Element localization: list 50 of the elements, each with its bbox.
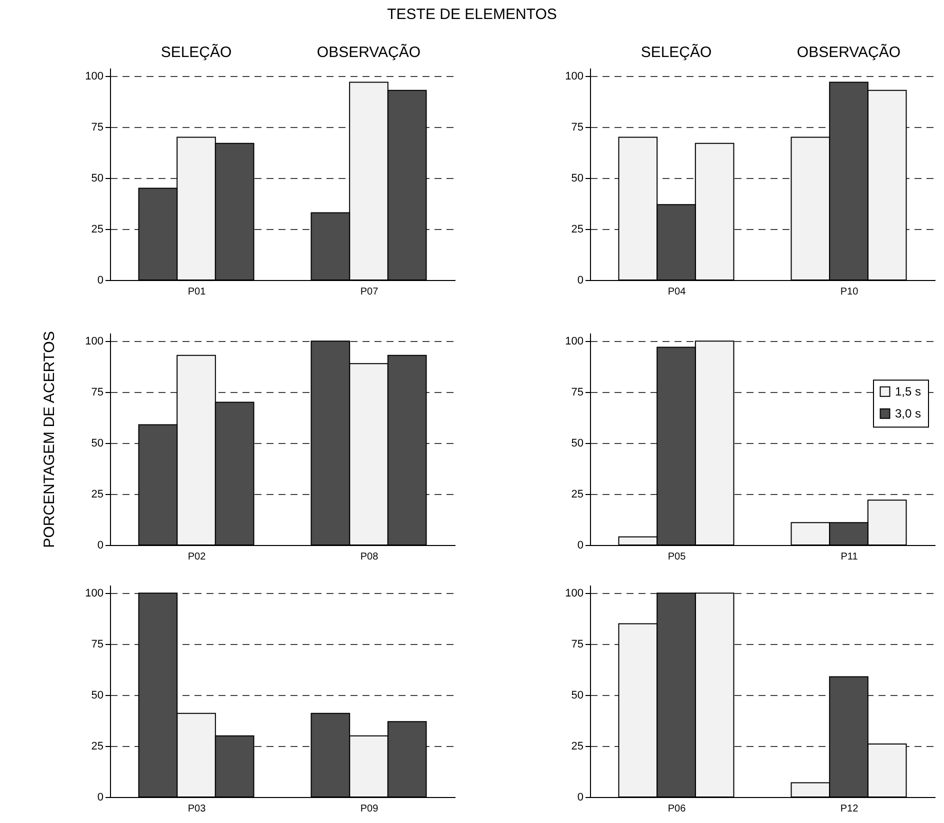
x-tick-label: P03 <box>188 804 206 814</box>
y-tick-label: 50 <box>91 172 104 185</box>
x-tick-label: P01 <box>188 286 206 298</box>
y-tick-label: 50 <box>91 690 104 702</box>
y-tick-label: 0 <box>577 540 584 552</box>
y-tick-label: 25 <box>91 740 104 753</box>
x-tick-label: P08 <box>360 552 379 562</box>
y-tick-label: 25 <box>91 488 104 501</box>
y-tick-label: 100 <box>565 70 584 83</box>
y-tick-label: 50 <box>571 438 584 450</box>
y-tick-label: 75 <box>571 638 584 651</box>
x-tick-label: P10 <box>840 286 859 298</box>
y-tick-label: 0 <box>97 540 104 552</box>
y-tick-label: 25 <box>571 488 584 501</box>
legend-label: 3,0 s <box>895 406 922 421</box>
x-tick-label: P12 <box>840 804 859 814</box>
y-tick-label: 25 <box>91 224 104 236</box>
y-tick-label: 75 <box>571 386 584 399</box>
y-tick-label: 0 <box>577 792 584 804</box>
text: OBSERVAÇÃO <box>796 43 901 61</box>
y-tick-label: 0 <box>97 792 104 804</box>
legend-label: 1,5 s <box>895 384 922 399</box>
x-tick-label: P04 <box>668 286 686 298</box>
y-tick-label: 0 <box>97 274 104 286</box>
y-tick-label: 75 <box>91 122 104 134</box>
x-tick-label: P07 <box>360 286 379 298</box>
chart-title: TESTE DE ELEMENTOS <box>386 6 558 23</box>
y-tick-label: 100 <box>565 588 584 600</box>
text: OBSERVAÇÃO <box>316 43 421 61</box>
y-tick-label: 50 <box>571 172 584 185</box>
y-tick-label: 75 <box>91 386 104 399</box>
y-axis-title: PORCENTAGEM DE ACERTOS <box>41 331 58 548</box>
text: SELEÇÃO <box>160 43 232 61</box>
x-tick-label: P02 <box>188 552 206 562</box>
x-tick-label: P11 <box>840 552 858 562</box>
y-tick-label: 100 <box>565 336 584 348</box>
x-tick-label: P09 <box>360 804 379 814</box>
y-tick-label: 100 <box>85 588 104 600</box>
y-tick-label: 25 <box>571 740 584 753</box>
y-tick-label: 100 <box>85 70 104 83</box>
y-tick-label: 0 <box>577 274 584 286</box>
y-tick-label: 50 <box>91 438 104 450</box>
y-tick-label: 50 <box>571 690 584 702</box>
x-tick-label: P06 <box>668 804 686 814</box>
x-tick-label: P05 <box>668 552 686 562</box>
y-tick-label: 75 <box>91 638 104 651</box>
y-tick-label: 75 <box>571 122 584 134</box>
y-tick-label: 100 <box>85 336 104 348</box>
y-tick-label: 25 <box>571 224 584 236</box>
text: SELEÇÃO <box>640 43 712 61</box>
